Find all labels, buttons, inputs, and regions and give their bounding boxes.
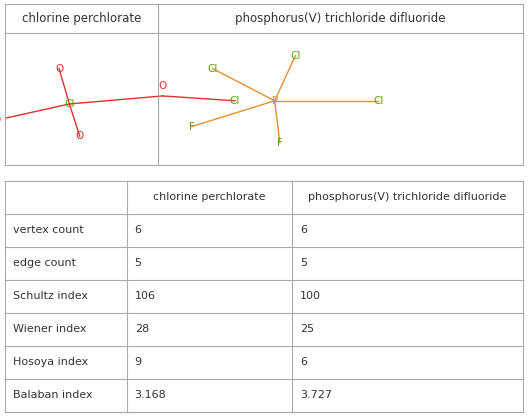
Text: Schultz index: Schultz index: [13, 291, 88, 301]
Text: 3.168: 3.168: [135, 390, 166, 400]
Text: Cl: Cl: [64, 99, 74, 109]
Text: O: O: [158, 81, 167, 91]
Text: phosphorus(V) trichloride difluoride: phosphorus(V) trichloride difluoride: [308, 192, 507, 202]
Text: edge count: edge count: [13, 258, 76, 268]
Text: phosphorus(V) trichloride difluoride: phosphorus(V) trichloride difluoride: [235, 12, 446, 25]
Text: chlorine perchlorate: chlorine perchlorate: [22, 12, 142, 25]
Text: 25: 25: [300, 324, 314, 334]
Text: 106: 106: [135, 291, 156, 301]
Text: P: P: [271, 96, 278, 106]
Text: Cl: Cl: [373, 96, 383, 106]
Text: Cl: Cl: [208, 64, 218, 74]
Text: F: F: [189, 121, 195, 131]
Text: 3.727: 3.727: [300, 390, 332, 400]
Text: 28: 28: [135, 324, 149, 334]
Text: F: F: [277, 138, 283, 148]
Text: 5: 5: [135, 258, 142, 268]
Text: Hosoya index: Hosoya index: [13, 357, 88, 367]
Text: 9: 9: [135, 357, 142, 367]
Text: 5: 5: [300, 258, 307, 268]
Text: vertex count: vertex count: [13, 225, 84, 235]
Text: O: O: [55, 64, 63, 74]
Text: 6: 6: [300, 225, 307, 235]
Text: O: O: [76, 131, 84, 141]
Text: Wiener index: Wiener index: [13, 324, 87, 334]
Text: 6: 6: [300, 357, 307, 367]
Text: O: O: [0, 115, 1, 125]
Text: Cl: Cl: [230, 96, 240, 106]
Text: Balaban index: Balaban index: [13, 390, 93, 400]
Text: chlorine perchlorate: chlorine perchlorate: [154, 192, 266, 202]
Text: 100: 100: [300, 291, 321, 301]
Text: 6: 6: [135, 225, 142, 235]
Text: Cl: Cl: [290, 51, 300, 61]
